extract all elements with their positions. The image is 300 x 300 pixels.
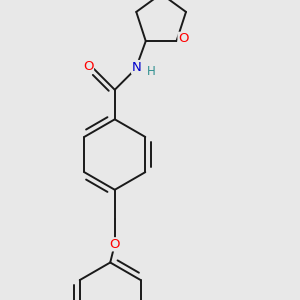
- Text: O: O: [110, 238, 120, 251]
- Text: H: H: [147, 65, 156, 78]
- Text: O: O: [83, 60, 93, 73]
- Text: N: N: [132, 61, 141, 74]
- Text: O: O: [178, 32, 189, 45]
